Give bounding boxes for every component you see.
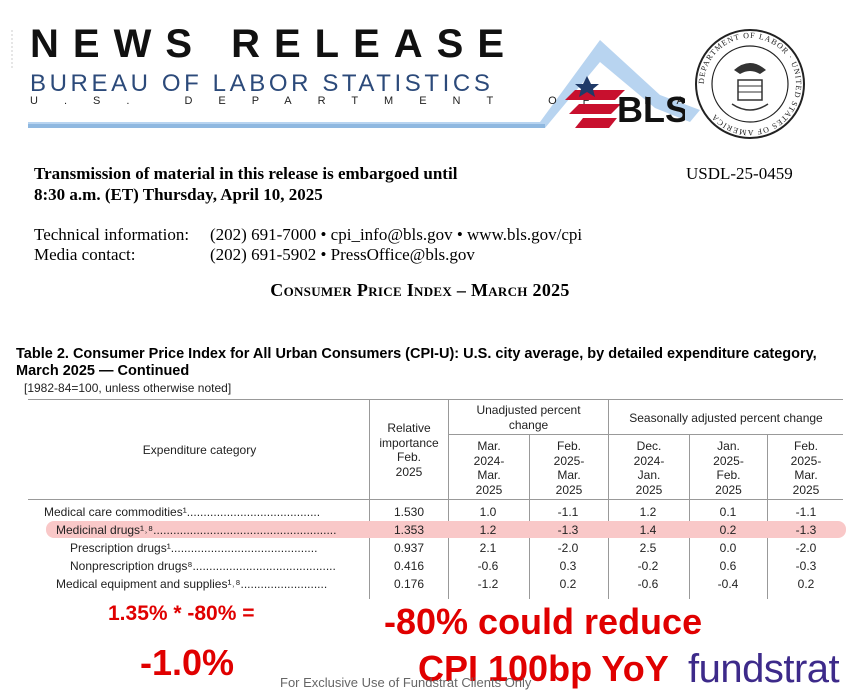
col-header-relative: Relative importance Feb. 2025: [379, 421, 439, 479]
footer-note: For Exclusive Use of Fundstrat Clients O…: [280, 675, 532, 690]
release-id: USDL-25-0459: [686, 164, 793, 183]
col-header-unadj-1mo: Feb. 2025- Mar. 2025: [553, 439, 585, 497]
table-top-rule: [28, 399, 843, 400]
fundstrat-logo: fundstrat: [688, 647, 840, 691]
embargo-notice-line-1: Transmission of material in this release…: [34, 164, 458, 183]
col-header-sa-jan-feb: Jan. 2025- Feb. 2025: [713, 439, 744, 497]
department-of-labor-seal: DEPARTMENT OF LABOR · UNITED STATES OF A…: [695, 29, 805, 139]
media-contact-value: (202) 691-5902 • PressOffice@bls.gov: [210, 245, 475, 264]
col-divider: [689, 434, 690, 599]
table-row: Medical equipment and supplies¹˒⁸.......…: [56, 577, 815, 591]
embargo-notice-line-2: 8:30 a.m. (ET) Thursday, April 10, 2025: [34, 185, 323, 204]
impact-note-line-2: CPI 100bp YoY: [418, 648, 669, 689]
calc-result: -1.0%: [140, 642, 235, 683]
col-divider: [767, 434, 768, 599]
col-divider: [369, 399, 370, 599]
technical-info-value: (202) 691-7000 • cpi_info@bls.gov • www.…: [210, 225, 583, 244]
cpi-release-title: Consumer Price Index – March 2025: [270, 280, 570, 300]
group-header-unadjusted: Unadjusted percent change: [476, 403, 581, 432]
table-row-medicinal-drugs: Medicinal drugs¹˒⁸......................…: [56, 523, 817, 537]
table-row: Prescription drugs¹.....................…: [70, 541, 817, 555]
col-header-sa-feb-mar: Feb. 2025- Mar. 2025: [790, 439, 822, 497]
technical-info-label: Technical information:: [34, 225, 190, 244]
table-row: Nonprescription drugs⁸..................…: [70, 559, 817, 573]
table-note: [1982-84=100, unless otherwise noted]: [24, 381, 232, 395]
col-header-sa-dec-jan: Dec. 2024- Jan. 2025: [633, 439, 665, 497]
medicinal-drugs-highlight: [46, 521, 846, 538]
bureau-name: BUREAU OF LABOR STATISTICS: [30, 70, 494, 97]
calc-formula: 1.35% * -80% =: [108, 602, 255, 625]
header-swoosh: [11, 30, 700, 128]
bls-logo-text: BLS: [617, 89, 685, 130]
col-divider: [448, 399, 449, 599]
group-header-seasonal: Seasonally adjusted percent change: [629, 411, 823, 425]
col-divider: [529, 434, 530, 599]
table-title: Table 2. Consumer Price Index for All Ur…: [16, 346, 817, 379]
col-divider: [608, 399, 609, 599]
impact-note-line-1: -80% could reduce: [384, 601, 703, 642]
table-row: Medical care commodities¹...............…: [44, 505, 817, 519]
bls-logo: BLS: [565, 76, 685, 130]
col-header-unadj-12mo: Mar. 2024- Mar. 2025: [473, 439, 505, 497]
news-release-title: NEWS RELEASE: [30, 22, 519, 66]
col-header-category: Expenditure category: [142, 443, 257, 457]
header-bottom-rule: [28, 499, 843, 500]
media-contact-label: Media contact:: [34, 245, 136, 264]
header-group-rule: [448, 434, 843, 435]
